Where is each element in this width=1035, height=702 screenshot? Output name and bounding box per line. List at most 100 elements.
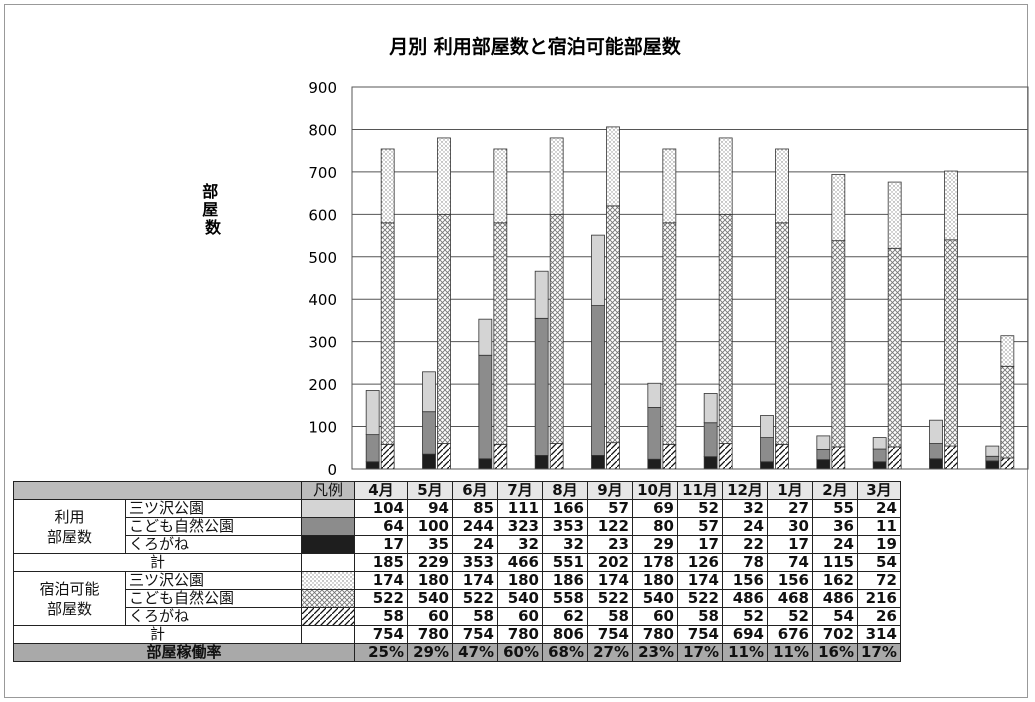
- month-header-10: 2月: [812, 481, 858, 500]
- bar-capacity-7-2: [775, 148, 789, 224]
- bar-used-2-2: [478, 318, 493, 356]
- cell-capacity-2-2: 58: [452, 607, 498, 626]
- bar-capacity-8-0: [831, 446, 846, 470]
- occupancy-rate-5: 27%: [587, 643, 633, 662]
- total-used-2: 353: [452, 553, 498, 572]
- total-capacity-8: 694: [722, 625, 768, 644]
- y-tick-0: 0: [327, 461, 337, 475]
- bar-used-11-0: [985, 460, 1000, 470]
- group-label-capacity: 宿泊可能 部屋数: [13, 571, 126, 626]
- legend-used-1-swatch: [302, 518, 354, 535]
- cell-used-2-8: 22: [722, 535, 768, 554]
- bar-used-9-0: [872, 461, 887, 470]
- cell-capacity-1-7: 522: [677, 589, 723, 608]
- bar-capacity-11-1: [1000, 365, 1015, 459]
- bar-used-2-0: [478, 458, 493, 470]
- table-row: 利用 部屋数 三ツ沢公園 104 94 85 111 166 57 69 52 32 27 55 24: [13, 499, 901, 554]
- bar-used-5-1: [647, 407, 662, 460]
- cell-used-1-9: 30: [767, 517, 813, 536]
- cell-capacity-0-4: 186: [542, 571, 588, 590]
- total-label-used: 計: [13, 553, 302, 572]
- bar-used-1-2: [422, 371, 436, 413]
- cell-used-2-11: 19: [857, 535, 901, 554]
- cell-capacity-2-5: 58: [587, 607, 633, 626]
- facility-label-capacity-1: こども自然公園: [125, 589, 302, 608]
- legend-used-2-swatch: [302, 536, 354, 553]
- bar-used-9-1: [872, 448, 887, 463]
- total-used-5: 202: [587, 553, 633, 572]
- table-row: こども自然公園 64 100 244 323 353 122 80 57 24 30 36 11: [14, 517, 901, 536]
- cell-used-1-3: 323: [497, 517, 543, 536]
- legend-capacity-2-swatch: [302, 608, 354, 625]
- bar-capacity-0-2: [380, 148, 395, 224]
- bar-capacity-4-0: [606, 442, 620, 470]
- total-capacity-9: 676: [767, 625, 813, 644]
- total-used-1: 229: [407, 553, 453, 572]
- legend-capacity-0-swatch-fill: [302, 572, 354, 589]
- chart-title: 月別 利用部屋数と宿泊可能部屋数: [388, 35, 682, 58]
- bar-capacity-4-1: [606, 205, 620, 444]
- total-used-8: 78: [722, 553, 768, 572]
- cell-capacity-1-8: 486: [722, 589, 768, 608]
- bar-used-0-2: [365, 390, 380, 436]
- bar-capacity-7-0: [775, 443, 789, 470]
- cell-used-2-9: 17: [767, 535, 813, 554]
- bar-used-8-0: [816, 459, 831, 470]
- data-table: 凡例 4月 5月 6月 7月 8月 9月 10月 11月 12月 1月 2月 3月 利用 部屋数 三ツ沢公園 1…: [13, 481, 901, 662]
- total-used-9: 74: [767, 553, 813, 572]
- legend-capacity-1-swatch-fill: [302, 590, 354, 607]
- legend-capacity-2-swatch-svg: [302, 608, 354, 625]
- bar-capacity-9-2: [887, 181, 902, 249]
- cell-used-0-2: 85: [452, 499, 498, 518]
- y-axis-label-char-2: 屋: [202, 200, 218, 219]
- cell-capacity-0-11: 72: [857, 571, 901, 590]
- cell-used-0-4: 166: [542, 499, 588, 518]
- bar-capacity-0-1: [380, 222, 395, 445]
- table-row: くろがね 58 60 58 60 62 58 60 58 52 52 54 26: [14, 607, 901, 626]
- cell-used-0-5: 57: [587, 499, 633, 518]
- bar-used-2-1: [478, 354, 493, 460]
- cell-capacity-1-5: 522: [587, 589, 633, 608]
- total-capacity-6: 780: [632, 625, 678, 644]
- chart-svg: 月別 利用部屋数と宿泊可能部屋数 部 屋 数 0 100 200 300 400 500 6…: [202, 35, 1029, 475]
- cell-used-0-0: 104: [354, 499, 408, 518]
- month-header-11: 3月: [857, 481, 901, 500]
- bar-capacity-9-0: [887, 446, 902, 470]
- cell-capacity-0-0: 174: [354, 571, 408, 590]
- bar-capacity-8-2: [831, 174, 846, 242]
- cell-used-0-1: 94: [407, 499, 453, 518]
- month-header-2: 6月: [452, 481, 498, 500]
- table-header-blank: [13, 481, 302, 500]
- bar-capacity-3-1: [549, 213, 564, 444]
- legend-used-2: [301, 535, 355, 554]
- cell-capacity-0-7: 174: [677, 571, 723, 590]
- bar-capacity-5-1: [662, 222, 677, 445]
- bar-used-7-1: [760, 437, 774, 463]
- bar-capacity-1-2: [437, 137, 451, 215]
- total-capacity-0: 754: [354, 625, 408, 644]
- month-header-8: 12月: [722, 481, 768, 500]
- total-capacity-3: 780: [497, 625, 543, 644]
- bar-capacity-2-1: [493, 222, 508, 445]
- bar-used-8-1: [816, 449, 831, 461]
- cell-used-2-4: 32: [542, 535, 588, 554]
- occupancy-rate-label: 部屋稼働率: [13, 643, 355, 662]
- cell-used-1-5: 122: [587, 517, 633, 536]
- y-tick-400: 400: [308, 291, 337, 309]
- y-tick-100: 100: [308, 419, 337, 437]
- facility-label-capacity-0: 三ツ沢公園: [125, 571, 302, 590]
- bar-used-10-2: [929, 419, 943, 444]
- bar-capacity-4-2: [606, 126, 620, 207]
- legend-used-1: [301, 517, 355, 536]
- cell-capacity-2-0: 58: [354, 607, 408, 626]
- table-row: 計 754 780 754 780 806 754 780 754 694 676 702 314: [13, 625, 901, 644]
- bar-used-1-1: [422, 411, 436, 455]
- legend-capacity-1: [301, 589, 355, 608]
- bar-used-11-2: [985, 445, 1000, 457]
- cell-capacity-2-9: 52: [767, 607, 813, 626]
- cell-capacity-0-10: 162: [812, 571, 858, 590]
- cell-used-0-11: 24: [857, 499, 901, 518]
- y-tick-800: 800: [308, 121, 337, 139]
- legend-capacity-0: [301, 571, 355, 590]
- table-row: 部屋稼働率 25% 29% 47% 60% 68% 27% 23% 17% 11% 11% 16% 17…: [13, 643, 901, 662]
